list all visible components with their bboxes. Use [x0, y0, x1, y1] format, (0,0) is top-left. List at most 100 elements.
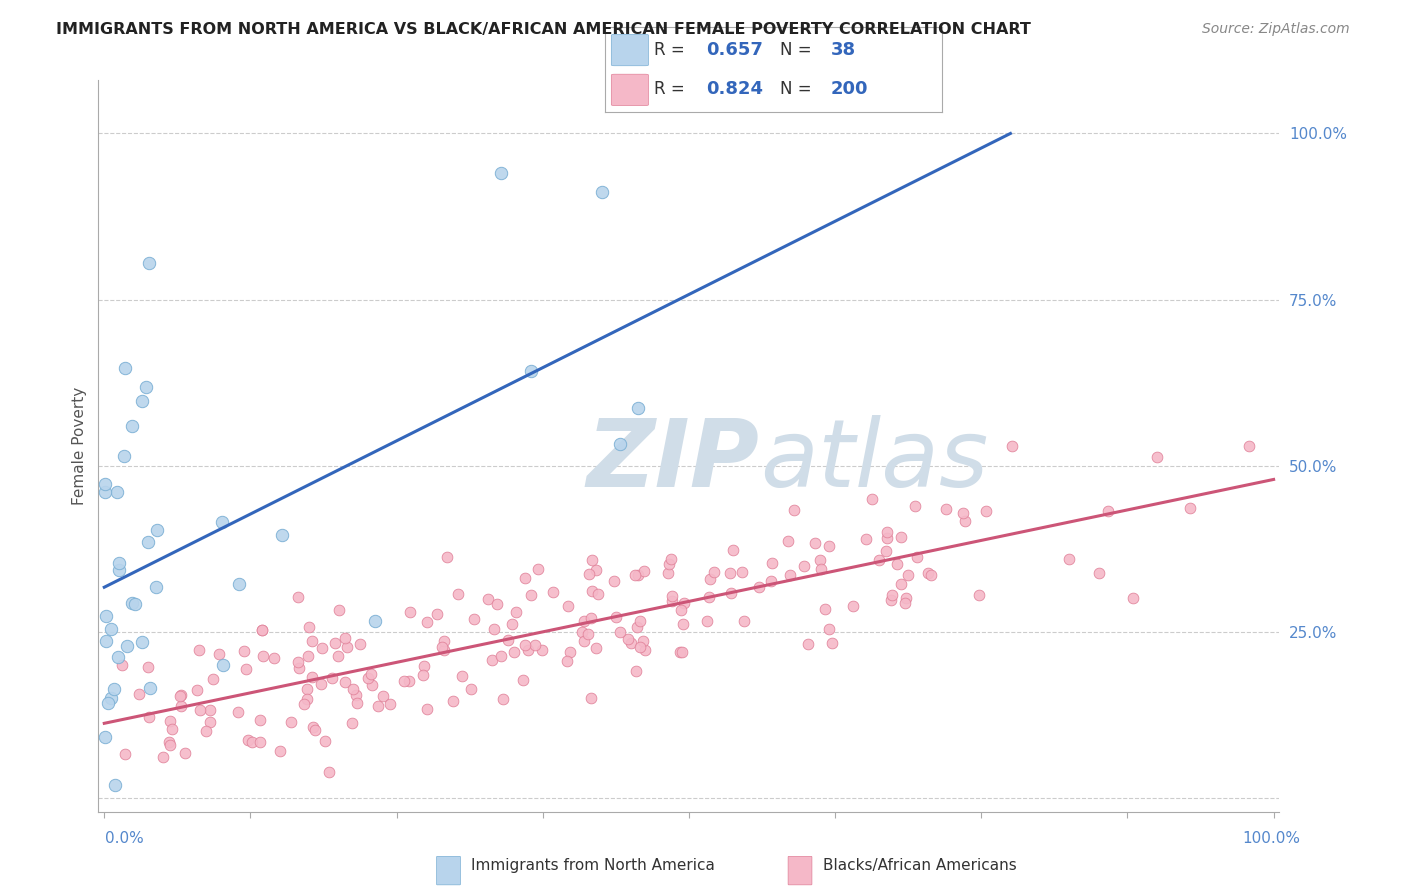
- Y-axis label: Female Poverty: Female Poverty: [72, 387, 87, 505]
- Point: [585, 640, 607, 655]
- Point: [367, 699, 389, 714]
- Point: [609, 436, 631, 450]
- Point: [748, 580, 770, 594]
- Point: [360, 667, 382, 681]
- Point: [228, 705, 250, 719]
- Point: [160, 723, 183, 737]
- Point: [443, 694, 465, 708]
- Point: [520, 588, 543, 602]
- Point: [974, 504, 997, 518]
- Point: [235, 662, 257, 676]
- Point: [342, 682, 364, 697]
- Point: [202, 672, 225, 686]
- Point: [170, 689, 193, 703]
- Point: [672, 596, 695, 610]
- Point: [890, 531, 912, 545]
- Point: [371, 689, 394, 703]
- Point: [903, 499, 925, 513]
- Point: [626, 620, 648, 634]
- Point: [111, 658, 134, 673]
- Point: [159, 738, 181, 752]
- Point: [240, 735, 263, 749]
- Point: [557, 599, 579, 613]
- Point: [198, 714, 221, 729]
- Point: [572, 633, 595, 648]
- Point: [195, 724, 218, 739]
- Point: [699, 572, 721, 586]
- Point: [720, 586, 742, 600]
- Point: [107, 556, 129, 570]
- Text: 0.0%: 0.0%: [105, 831, 145, 847]
- Point: [634, 643, 657, 657]
- Point: [270, 528, 292, 542]
- Point: [311, 676, 333, 690]
- Point: [512, 673, 534, 688]
- Point: [349, 637, 371, 651]
- Point: [297, 682, 319, 697]
- Point: [333, 674, 356, 689]
- Point: [669, 602, 692, 616]
- Point: [115, 640, 138, 654]
- Text: Blacks/African Americans: Blacks/African Americans: [823, 858, 1017, 873]
- Point: [894, 596, 917, 610]
- Point: [783, 503, 806, 517]
- Point: [697, 590, 720, 604]
- Point: [138, 255, 160, 269]
- Point: [136, 535, 159, 549]
- Point: [531, 643, 554, 657]
- Point: [232, 643, 254, 657]
- Point: [139, 681, 162, 695]
- Point: [868, 553, 890, 567]
- Point: [104, 778, 127, 792]
- Point: [146, 523, 169, 537]
- Point: [328, 648, 350, 663]
- Point: [297, 648, 319, 663]
- Point: [392, 674, 415, 689]
- Point: [776, 534, 799, 549]
- Point: [301, 633, 323, 648]
- Point: [1146, 450, 1168, 464]
- Point: [890, 577, 912, 591]
- Point: [477, 591, 499, 606]
- Point: [558, 645, 581, 659]
- Point: [804, 536, 827, 550]
- Point: [288, 660, 311, 674]
- Point: [314, 734, 336, 748]
- Point: [661, 589, 683, 603]
- Point: [328, 603, 350, 617]
- Point: [114, 747, 136, 761]
- Point: [657, 557, 679, 571]
- Point: [875, 544, 897, 558]
- Point: [364, 614, 387, 628]
- Point: [426, 607, 449, 621]
- Point: [818, 622, 841, 636]
- Point: [311, 640, 333, 655]
- Point: [810, 562, 832, 576]
- Point: [520, 364, 543, 378]
- Text: R =: R =: [654, 80, 689, 98]
- Point: [489, 649, 512, 664]
- Point: [876, 531, 898, 545]
- Point: [505, 605, 527, 619]
- Point: [1097, 504, 1119, 518]
- Point: [953, 514, 976, 528]
- Point: [897, 568, 920, 582]
- Point: [174, 746, 197, 760]
- Point: [627, 401, 650, 415]
- Point: [398, 674, 420, 689]
- Point: [250, 623, 273, 637]
- Point: [581, 553, 603, 567]
- Point: [211, 657, 233, 672]
- Point: [378, 698, 401, 712]
- Text: 38: 38: [831, 41, 856, 59]
- Point: [605, 610, 627, 624]
- Point: [628, 614, 651, 628]
- Point: [661, 593, 683, 607]
- Point: [659, 552, 682, 566]
- Point: [905, 550, 928, 565]
- Point: [481, 653, 503, 667]
- Point: [603, 574, 626, 588]
- Point: [657, 566, 679, 581]
- Point: [436, 549, 458, 564]
- Point: [486, 597, 509, 611]
